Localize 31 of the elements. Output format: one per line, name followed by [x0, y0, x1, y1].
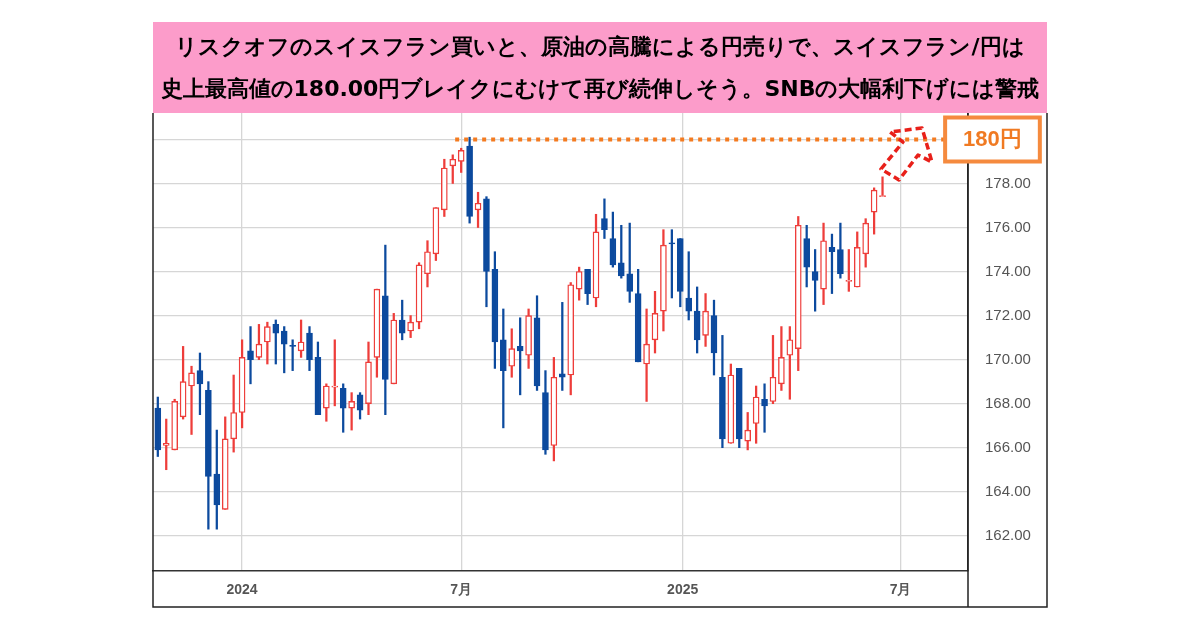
candlestick: [238, 339, 246, 429]
candlestick: [314, 341, 322, 415]
x-tick-label: 2025: [667, 581, 699, 598]
candlestick: [196, 352, 204, 415]
candlestick: [710, 299, 718, 376]
annotation: 180円: [963, 126, 1022, 152]
y-tick-label: 178.00: [985, 173, 1031, 191]
y-tick-label: 166.00: [985, 437, 1031, 455]
candlestick: [255, 324, 263, 360]
candlestick: [373, 288, 381, 378]
candlestick: [828, 233, 836, 294]
candlestick: [415, 262, 423, 330]
y-tick-label: 174.00: [985, 261, 1031, 279]
y-tick-label: 172.00: [985, 305, 1031, 323]
x-tick-label: 2024: [226, 581, 258, 598]
y-tick-label: 168.00: [985, 393, 1031, 411]
y-tick-label: 170.00: [985, 349, 1031, 367]
candlestick: [651, 291, 659, 354]
candlestick: [297, 319, 305, 358]
candlestick: [643, 308, 650, 402]
x-tick-label: 7月: [450, 581, 473, 598]
candlestick: [356, 392, 364, 420]
candlestick: [592, 213, 600, 308]
y-tick-label: 164.00: [985, 481, 1031, 499]
candlestick: [769, 335, 777, 404]
candlestick: [474, 191, 482, 228]
candlestick: [533, 295, 541, 391]
y-tick-label: 176.00: [985, 217, 1031, 235]
chart-title: リスクオフのスイスフラン買いと、原油の高騰による円売りで、スイスフラン/円は史上最高値の180.00円ブレイクにむけて再び続伸しそう。SNBの大幅利下げには警戒: [159, 32, 1041, 103]
x-tick-label: 7月: [889, 581, 912, 598]
y-tick-label: 162.00: [985, 525, 1031, 543]
